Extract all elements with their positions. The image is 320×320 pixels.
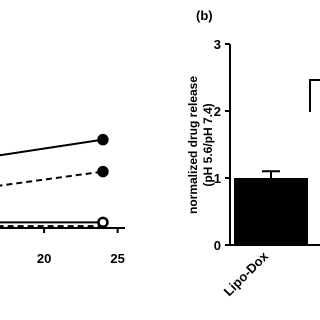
marker (97, 165, 109, 178)
y-axis-label: normalized drug release (186, 76, 200, 214)
y-tick-label: 1 (214, 171, 221, 186)
x-tick-label: Lipo-Dox (221, 248, 272, 299)
left-plot (0, 133, 109, 229)
error-bar (262, 170, 280, 178)
series-line (0, 138, 104, 157)
x-tick-label: 20 (37, 251, 51, 266)
significance-bracket (309, 79, 320, 112)
y-tick-label: 0 (214, 238, 221, 253)
x-tick-label: 25 (110, 251, 124, 266)
y-axis-label: (pH 5.6/pH 7.4) (201, 103, 215, 186)
series-line (0, 170, 104, 187)
bar (234, 178, 308, 245)
panel-title: (b) (196, 8, 213, 23)
y-tick-label: 3 (214, 37, 221, 52)
y-tick-label: 2 (214, 104, 221, 119)
marker (97, 133, 109, 146)
